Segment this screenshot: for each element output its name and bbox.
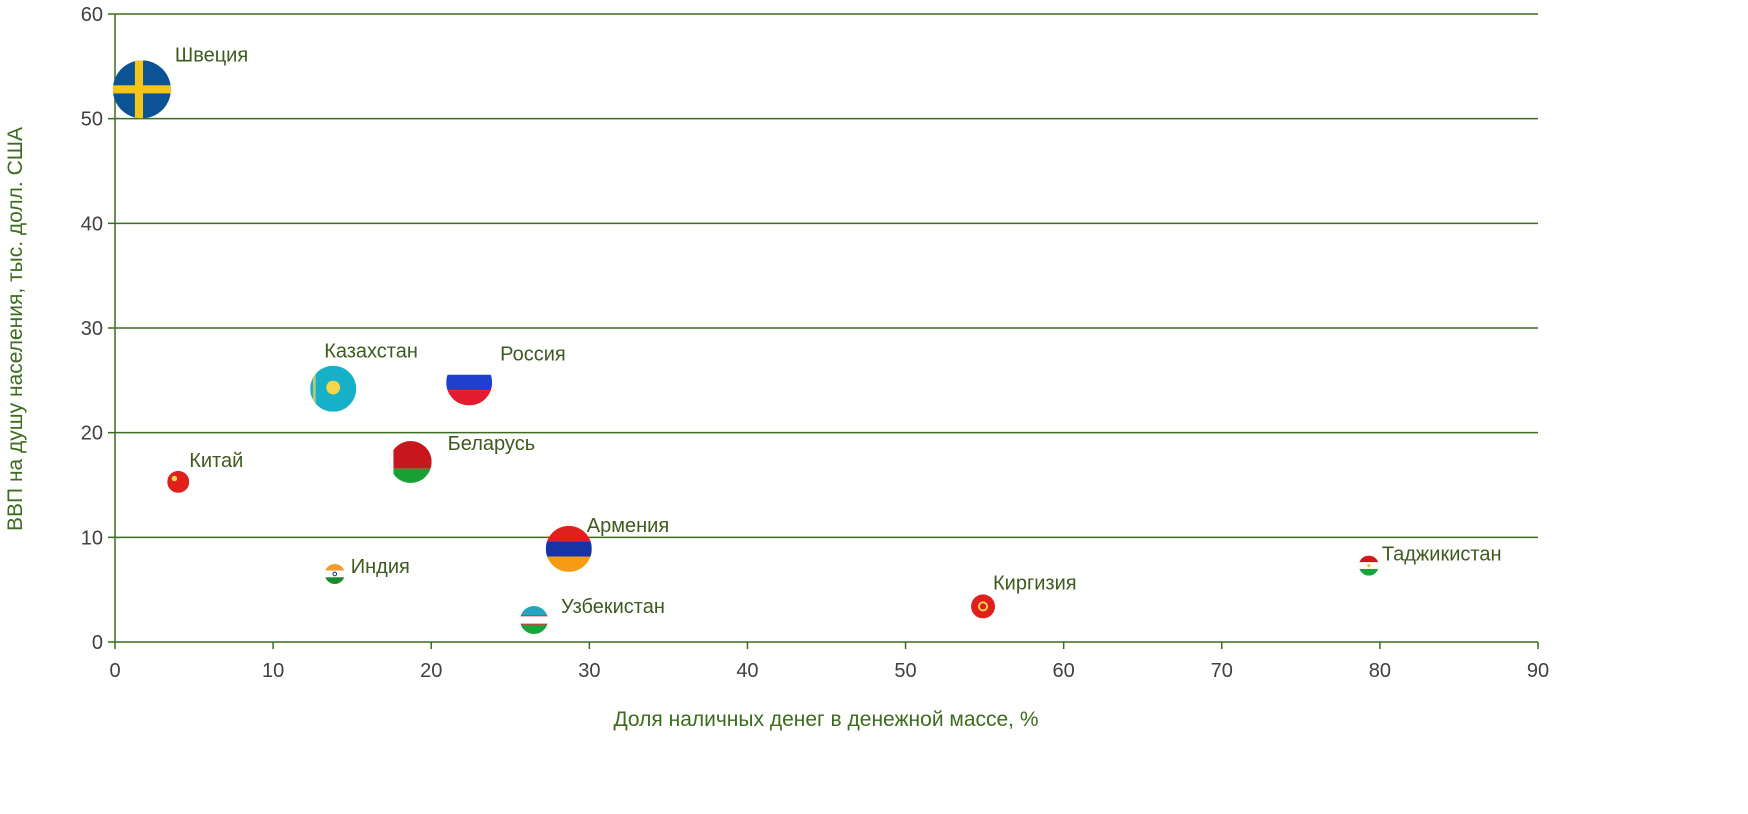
y-tick-label: 30 [81,318,103,340]
y-tick-labels: 0 10 20 30 40 50 60 [81,4,103,654]
data-points [112,60,1379,635]
point-tajikistan [1358,555,1379,576]
point-labels: Швеция Казахстан Россия Беларусь Китай Армени… [175,44,1502,618]
point-label-kyrgyzstan: Киргизия [993,572,1077,594]
point-uzbekistan [519,606,548,635]
point-sweden [112,60,171,119]
point-label-belarus: Беларусь [448,433,535,455]
x-tick-label: 90 [1527,660,1549,682]
x-tick-label: 60 [1053,660,1075,682]
x-tick-label: 10 [262,660,284,682]
x-tick-label: 80 [1369,660,1391,682]
y-tick-label: 0 [92,632,103,654]
y-axis-title: ВВП на душу населения, тыс. долл. США [4,127,27,531]
point-label-russia: Россия [500,343,566,365]
y-tick-label: 10 [81,527,103,549]
point-belarus [389,440,432,483]
point-armenia [545,525,592,572]
grid-lines [115,13,1538,539]
point-label-china: Китай [189,450,243,472]
x-tick-label: 30 [578,660,600,682]
point-kyrgyzstan [971,594,996,619]
x-tick-labels: 0 10 20 30 40 50 60 70 80 90 [109,660,1549,682]
y-tick-label: 50 [81,109,103,131]
y-tick-label: 40 [81,213,103,235]
point-kazakhstan [310,365,357,412]
x-tick-label: 70 [1211,660,1233,682]
y-tick-label: 60 [81,4,103,26]
x-tick-label: 0 [109,660,120,682]
x-tick-label: 50 [894,660,916,682]
axes [108,13,1539,649]
point-label-tajikistan: Таджикистан [1382,544,1502,566]
point-india [324,563,345,584]
x-axis-title: Доля наличных денег в денежной массе, % [613,708,1038,731]
x-tick-label: 40 [736,660,758,682]
point-russia [446,359,493,406]
point-label-sweden: Швеция [175,44,248,66]
point-label-kazakhstan: Казахстан [324,341,418,363]
point-label-india: Индия [351,556,410,578]
point-label-uzbekistan: Узбекистан [561,596,665,618]
point-china [167,470,190,493]
x-tick-label: 20 [420,660,442,682]
y-tick-label: 20 [81,423,103,445]
point-label-armenia: Армения [587,515,669,537]
